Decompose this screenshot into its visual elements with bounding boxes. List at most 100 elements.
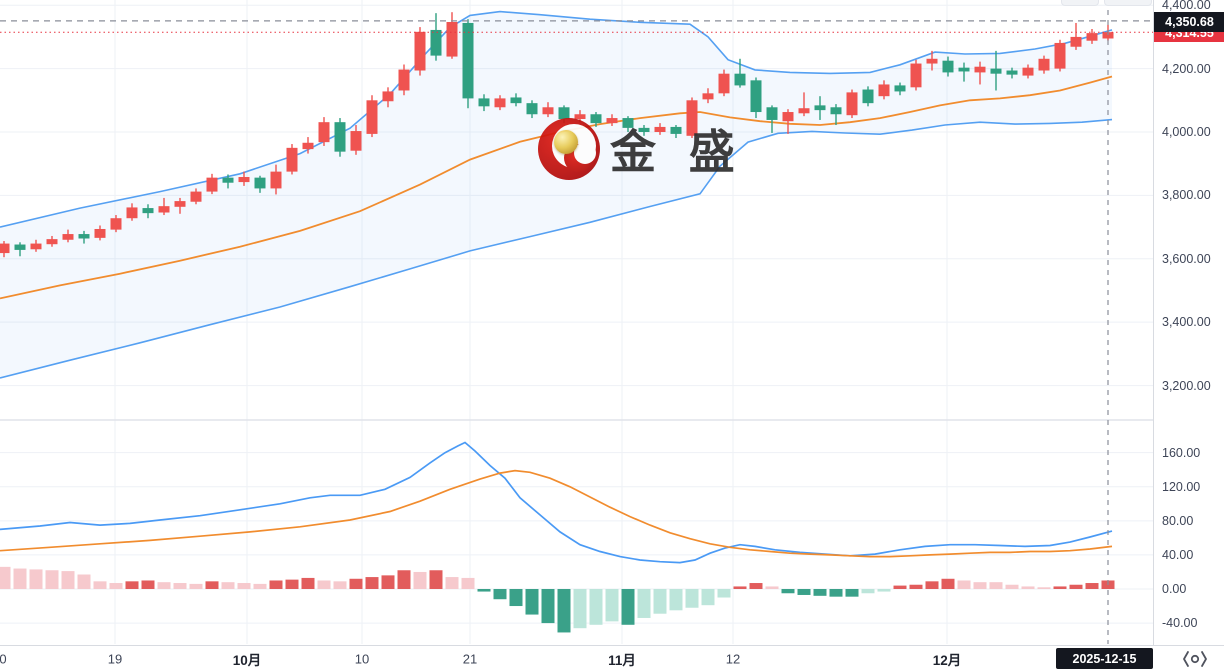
candle-body xyxy=(366,100,378,134)
candle-body xyxy=(958,67,970,72)
macd-histogram-bar xyxy=(397,570,411,589)
macd-histogram-bar xyxy=(301,577,315,589)
candle-body xyxy=(558,107,570,120)
time-axis-label: 21 xyxy=(462,651,478,667)
macd-histogram-bar xyxy=(989,582,1003,589)
price-axis-label: 0.00 xyxy=(1162,582,1187,596)
macd-histogram-bar xyxy=(781,589,795,594)
macd-histogram-bar xyxy=(141,580,155,589)
time-axis-label: 10月 xyxy=(232,653,262,668)
macd-histogram-bar xyxy=(1053,586,1067,589)
price-axis-label: 3,200.00 xyxy=(1162,378,1211,393)
macd-histogram-bar xyxy=(317,580,331,589)
macd-histogram-bar xyxy=(237,583,251,589)
macd-histogram-bar xyxy=(797,589,811,595)
macd-histogram-bar xyxy=(765,586,779,589)
crosshair-price-badge: 4,350.68 xyxy=(1154,12,1224,32)
macd-histogram-bar xyxy=(445,577,459,589)
macd-histogram-bar xyxy=(253,583,267,589)
candle-body xyxy=(686,100,698,136)
candle-body xyxy=(846,92,858,116)
chart-canvas[interactable] xyxy=(0,0,1153,645)
macd-histogram-bar xyxy=(589,589,603,625)
macd-histogram-bar xyxy=(269,580,283,589)
candle-body xyxy=(1038,58,1050,71)
price-axis[interactable]: 4,314.55 4,350.68 4,400.00 4,200.00 4,000.… xyxy=(1153,0,1224,645)
macd-histogram-bar xyxy=(285,579,299,589)
macd-histogram-bar xyxy=(365,577,379,589)
price-axis-label: 4,000.00 xyxy=(1162,125,1211,139)
candle-body xyxy=(638,127,650,132)
candle-body xyxy=(990,68,1002,74)
macd-histogram-bar xyxy=(157,582,171,589)
candle-body xyxy=(798,108,810,114)
time-axis-label: 12 xyxy=(725,651,741,667)
candle-body xyxy=(750,80,762,113)
price-axis-label: 4,400.00 xyxy=(1162,0,1211,13)
macd-histogram-bar xyxy=(1005,584,1019,589)
candle-body xyxy=(14,244,26,250)
price-axis-label: -40.00 xyxy=(1162,616,1198,631)
macd-histogram-bar xyxy=(493,589,507,600)
candle-body xyxy=(478,98,490,107)
time-axis-label: 10 xyxy=(354,651,370,667)
bollinger-fill xyxy=(0,11,1112,378)
macd-histogram-bar xyxy=(77,574,91,589)
toolbar-button-partial[interactable] xyxy=(1061,0,1099,6)
bollinger-upper-line xyxy=(0,10,1113,228)
candle-body xyxy=(78,234,90,239)
bollinger-lower-line xyxy=(0,118,1113,379)
candle-body xyxy=(926,58,938,64)
macd-histogram-bar xyxy=(605,589,619,622)
macd-histogram-bar xyxy=(221,582,235,589)
price-axis-label: 3,400.00 xyxy=(1162,315,1211,330)
macd-histogram-bar xyxy=(109,583,123,589)
candle-body xyxy=(1006,70,1018,75)
macd-histogram-bar xyxy=(637,589,651,618)
bollinger-basis-line xyxy=(0,75,1113,300)
toolbar-button-partial[interactable] xyxy=(1104,0,1152,6)
candle-body xyxy=(622,118,634,128)
candle-body xyxy=(734,73,746,86)
macd-histogram-bar xyxy=(893,585,907,589)
macd-histogram-bar xyxy=(861,589,875,594)
macd-histogram-bar xyxy=(749,583,763,589)
time-axis-label: 12月 xyxy=(932,653,962,668)
macd-histogram-bar xyxy=(381,575,395,589)
candle-body xyxy=(318,122,330,143)
candle-body xyxy=(606,118,618,124)
macd-line xyxy=(0,441,1113,564)
candle-body xyxy=(654,126,666,132)
candle-body xyxy=(814,105,826,111)
price-axis-label: 120.00 xyxy=(1162,479,1201,494)
candle-body xyxy=(1102,32,1114,39)
macd-histogram-bar xyxy=(93,581,107,589)
candle-body xyxy=(862,89,874,104)
time-axis[interactable]: 2025-12-15 0 19 10月 10 21 11月 12 12月 xyxy=(0,645,1224,671)
candle-body xyxy=(174,201,186,207)
macd-histogram-bar xyxy=(205,581,219,589)
candle-body xyxy=(894,85,906,92)
macd-histogram-bar xyxy=(557,589,571,633)
macd-histogram-bar xyxy=(509,589,523,607)
timezone-settings-icon[interactable] xyxy=(1182,650,1208,668)
candle-body xyxy=(718,73,730,94)
macd-histogram-bar xyxy=(909,584,923,589)
candle-body xyxy=(254,177,266,189)
candle-body xyxy=(542,107,554,115)
macd-histogram-bar xyxy=(685,589,699,608)
macd-histogram-bar xyxy=(653,589,667,614)
candle-body xyxy=(46,239,58,245)
candle-body xyxy=(462,22,474,99)
candle-body xyxy=(878,84,890,97)
macd-histogram-bar xyxy=(1069,584,1083,589)
macd-histogram-bar xyxy=(461,577,475,589)
macd-histogram-bar xyxy=(541,589,555,624)
candle-body xyxy=(190,191,202,202)
candle-body xyxy=(382,91,394,102)
macd-histogram-bar xyxy=(829,589,843,597)
candle-body xyxy=(766,107,778,120)
candle-body xyxy=(30,243,42,250)
macd-histogram-bar xyxy=(701,589,715,606)
candle-body xyxy=(414,31,426,71)
